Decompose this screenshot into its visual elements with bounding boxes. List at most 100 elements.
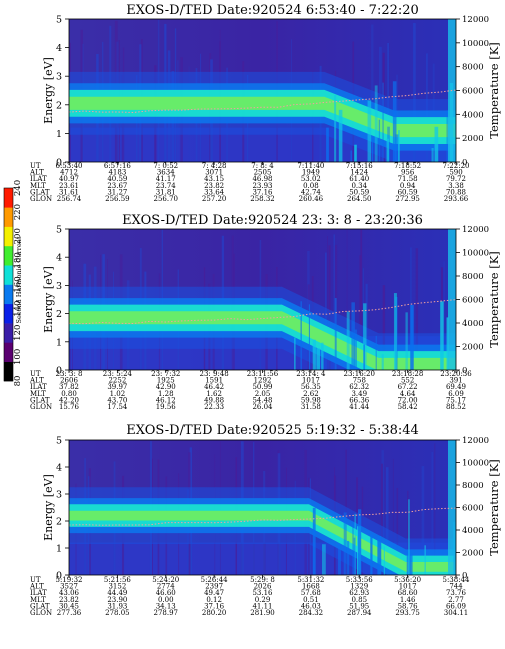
colorbar-tick-label: 120: [13, 325, 23, 341]
colorbar-tick-label: 180: [13, 252, 23, 268]
orbit-cell: 758: [353, 377, 366, 385]
orbit-cell: 7:15:16: [346, 162, 374, 170]
orbit-cell: 30.45: [59, 602, 79, 610]
activity-streak: [383, 546, 385, 575]
orbit-cell: 62.32: [349, 383, 369, 391]
orbit-cell: 23.82: [204, 182, 224, 190]
orbit-cell: 58.76: [398, 602, 419, 610]
orbit-cell: 46.42: [204, 383, 224, 391]
orbit-cell: 2.62: [303, 390, 319, 398]
orbit-cell: 44.49: [107, 589, 127, 597]
orbit-cell: 42.90: [156, 383, 176, 391]
activity-streak: [382, 82, 384, 162]
spectrogram-streak: [413, 23, 416, 162]
orbit-cell: 5:24:20: [152, 576, 179, 584]
activity-streak: [408, 553, 413, 575]
y-tick-label: 5: [56, 436, 62, 447]
orbit-cell: 23: 3: 8: [56, 370, 83, 378]
orbit-cell: 41.44: [349, 403, 370, 411]
orbit-cell: 3634: [157, 169, 175, 177]
colorbar-swatch: [4, 284, 13, 305]
orbit-cell: 7:11:40: [297, 162, 324, 170]
orbit-cell: 23:18:28: [392, 370, 423, 378]
orbit-row-label: GLAT: [30, 396, 50, 404]
colorbar-tick-label: 220: [13, 204, 23, 220]
orbit-cell: 2252: [108, 377, 126, 385]
orbit-row-label: UT: [30, 162, 41, 170]
orbit-cell: 6:53:40: [56, 162, 83, 170]
spectrogram-streak: [328, 245, 331, 370]
orbit-cell: 59.98: [301, 396, 321, 404]
y2-tick-label: 0: [462, 366, 467, 376]
y-tick-label: 5: [56, 225, 62, 236]
orbit-cell: 4183: [108, 169, 126, 177]
activity-streak: [312, 339, 316, 370]
orbit-cell: 257.20: [202, 195, 227, 203]
orbit-cell: 23.61: [59, 182, 79, 190]
activity-streak: [440, 301, 444, 370]
orbit-cell: 62.93: [349, 589, 369, 597]
orbit-cell: 46.12: [156, 396, 176, 404]
y-axis-label: Energy [eV]: [42, 474, 55, 541]
orbit-cell: 23.93: [252, 182, 272, 190]
orbit-cell: 58.42: [398, 403, 418, 411]
y-tick-label: 0: [56, 158, 62, 169]
activity-streak: [393, 293, 397, 370]
orbit-cell: 4.64: [400, 390, 416, 398]
orbit-cell: 23.90: [107, 596, 127, 604]
y2-tick-label: 6000: [462, 504, 484, 514]
orbit-cell: 68.60: [398, 589, 418, 597]
activity-streak: [363, 344, 365, 370]
orbit-cell: 3.49: [351, 390, 367, 398]
activity-streak: [386, 138, 390, 162]
colorbar-swatch: [4, 188, 13, 208]
orbit-cell: 1017: [302, 377, 320, 385]
orbit-cell: 744: [449, 583, 463, 591]
orbit-row-label: ALT: [29, 377, 44, 385]
orbit-cell: 23: 9:48: [200, 370, 229, 378]
orbit-cell: 66.36: [349, 396, 370, 404]
colorbar-swatch: [4, 245, 13, 266]
y-tick-label: 2: [56, 100, 62, 111]
activity-streak: [354, 329, 357, 370]
spectrogram: [69, 440, 456, 575]
activity-streak: [354, 144, 357, 162]
orbit-cell: 49.47: [204, 589, 224, 597]
y2-tick-label: 10000: [462, 459, 489, 469]
orbit-cell: 50.99: [252, 383, 272, 391]
activity-streak: [378, 119, 381, 162]
spectrogram-streak: [407, 490, 409, 575]
y-tick-label: 0: [56, 571, 62, 582]
orbit-row-label: MLT: [30, 390, 46, 398]
y2-tick-label: 6000: [462, 296, 484, 306]
spectrogram-streak: [392, 458, 394, 575]
orbit-cell: 3071: [205, 169, 223, 177]
y-tick-label: 4: [56, 43, 62, 54]
y2-tick-label: 10000: [462, 249, 489, 259]
orbit-cell: 23:20:36: [440, 370, 472, 378]
orbit-cell: 280.20: [202, 609, 227, 617]
y2-tick-label: 2000: [462, 549, 484, 559]
orbit-cell: 0.34: [351, 182, 367, 190]
panel-1: EXOS-D/TED Date:920524 6:53:40 - 7:22:20…: [29, 3, 501, 203]
orbit-cell: 34.13: [156, 602, 176, 610]
orbit-cell: 19.56: [156, 403, 177, 411]
orbit-cell: 56.35: [301, 383, 321, 391]
y2-tick-label: 0: [462, 571, 467, 581]
orbit-cell: 5:19:32: [56, 576, 83, 584]
activity-streak: [381, 354, 384, 370]
activity-streak: [308, 304, 310, 370]
orbit-cell: 590: [449, 169, 462, 177]
activity-streak: [424, 545, 426, 575]
colorbar: 80 100 120 140 160 180 200 220 240 Second Harmon…: [3, 180, 23, 386]
y-tick-label: 2: [56, 517, 62, 528]
activity-streak: [353, 537, 356, 575]
orbit-cell: 73.76: [446, 589, 467, 597]
activity-streak: [347, 540, 350, 575]
orbit-cell: 31.58: [301, 403, 321, 411]
y2-tick-label: 8000: [462, 481, 484, 491]
orbit-cell: 281.90: [250, 609, 275, 617]
colorbar-tick-label: 200: [13, 228, 23, 244]
colorbar-swatch: [4, 265, 13, 285]
band-core: [69, 96, 456, 138]
